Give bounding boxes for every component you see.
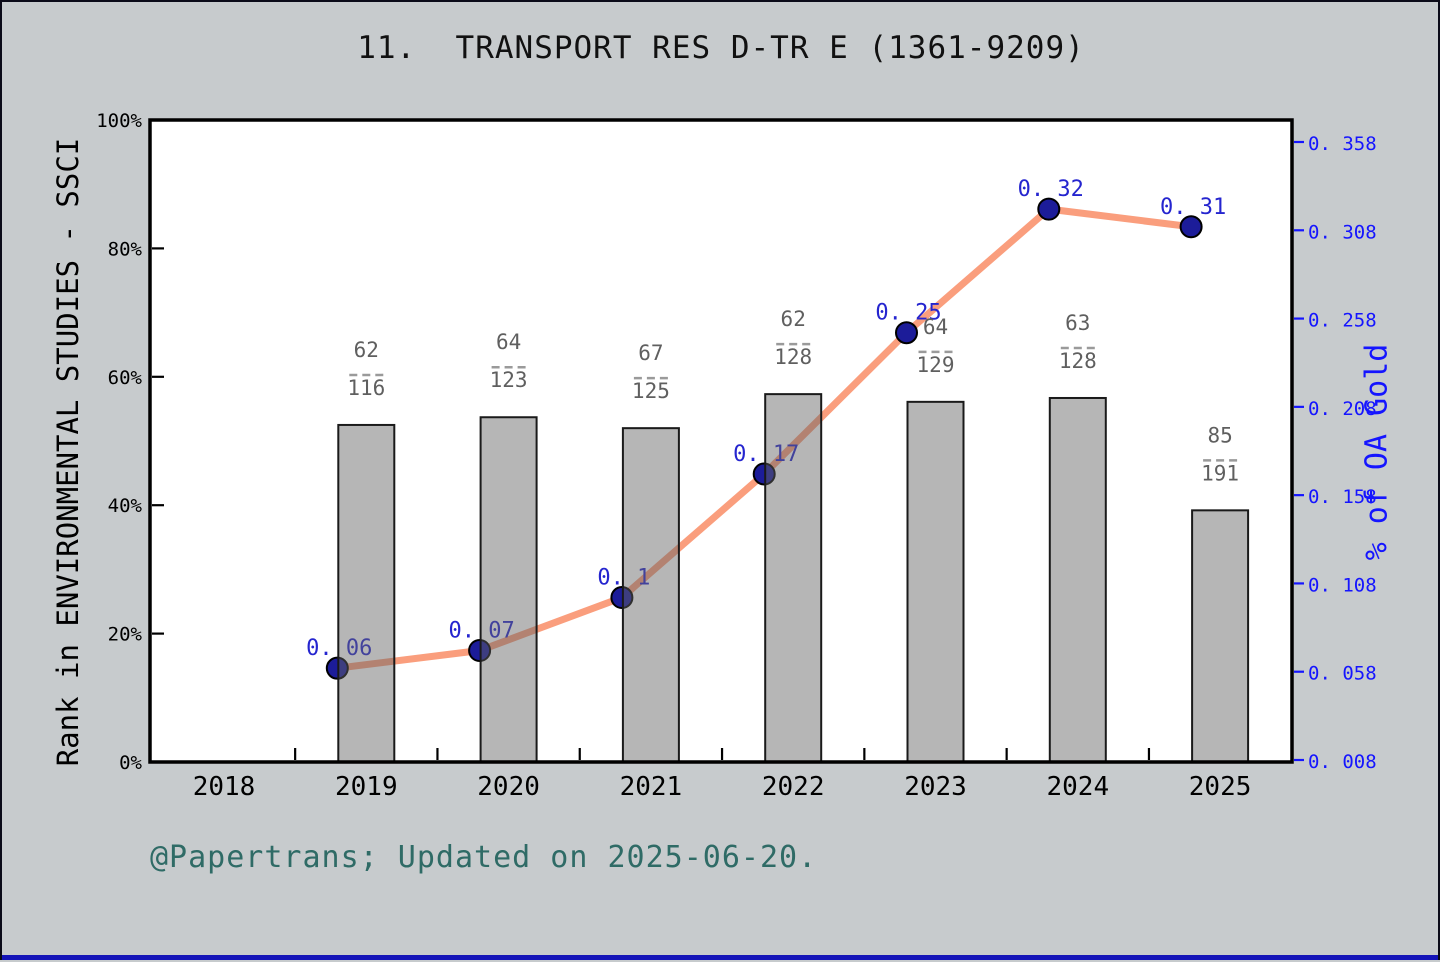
line-point-2024 [1037,197,1061,221]
bar-2020 [479,416,538,763]
bar-2023 [906,400,965,763]
left-tick-label: 80% [108,238,143,260]
point-label-2025: 0. 31 [1160,195,1226,220]
right-tick-label: 0. 058 [1308,663,1377,685]
bar-2022 [764,393,823,763]
chart-title: 11. TRANSPORT RES D-TR E (1361-9209) [357,30,1085,66]
year-label-2018: 2018 [193,772,256,802]
bar-2024 [1048,396,1107,763]
fraction-denominator-2020: 123 [490,368,528,392]
point-label-2020: 0. 07 [448,619,514,644]
left-tick-label: 0% [119,752,142,774]
fraction-numerator-2025: 85 [1207,423,1232,447]
credit-text: @Papertrans; Updated on 2025-06-20. [150,840,818,875]
left-tick-label: 100% [96,110,142,132]
line-point-2025 [1179,215,1203,239]
right-tick-label: 0. 308 [1308,221,1377,243]
right-tick-label: 0. 358 [1308,133,1377,155]
fraction-denominator-2024: 128 [1059,349,1097,373]
point-label-2024: 0. 32 [1018,177,1084,202]
right-tick-label: 0. 008 [1308,751,1377,773]
bar-2025 [1191,509,1250,763]
line-point-2023 [895,321,918,345]
year-label-2020: 2020 [477,772,540,802]
fraction-numerator-2024: 63 [1065,311,1090,335]
right-tick-label: 0. 258 [1308,310,1377,332]
right-axis-title: % of OA Gold [1359,343,1395,561]
plot-area [150,120,1292,762]
axes-frame [148,118,1294,764]
left-tick-label: 60% [108,367,143,389]
fraction-numerator-2022: 62 [781,307,806,331]
year-label-2023: 2023 [904,772,967,802]
left-axis-title: Rank in ENVIRONMENTAL STUDIES - SSCI [51,137,85,767]
fraction-numerator-2021: 67 [638,341,663,365]
bar-2019 [337,423,396,763]
year-label-2021: 2021 [620,772,683,802]
fraction-denominator-2025: 191 [1201,461,1239,485]
fraction-numerator-2019: 62 [354,338,379,362]
bottom-strip [2,955,1438,960]
right-tick-label: 0. 208 [1308,398,1377,420]
fraction-denominator-2022: 128 [774,345,812,369]
year-label-2022: 2022 [762,772,825,802]
fraction-numerator-2023: 64 [923,315,948,339]
year-label-2024: 2024 [1046,772,1109,802]
year-label-2025: 2025 [1189,772,1252,802]
left-tick-label: 20% [108,624,143,646]
point-label-2023: 0. 25 [875,301,941,326]
right-tick-label: 0. 158 [1308,486,1377,508]
right-tick-label: 0. 108 [1308,574,1377,596]
fraction-denominator-2021: 125 [632,379,670,403]
fraction-denominator-2023: 129 [917,353,955,377]
left-tick-label: 40% [108,495,143,517]
fraction-numerator-2020: 64 [496,330,521,354]
bar-2021 [621,427,680,763]
fraction-denominator-2019: 116 [347,376,385,400]
year-label-2019: 2019 [335,772,398,802]
